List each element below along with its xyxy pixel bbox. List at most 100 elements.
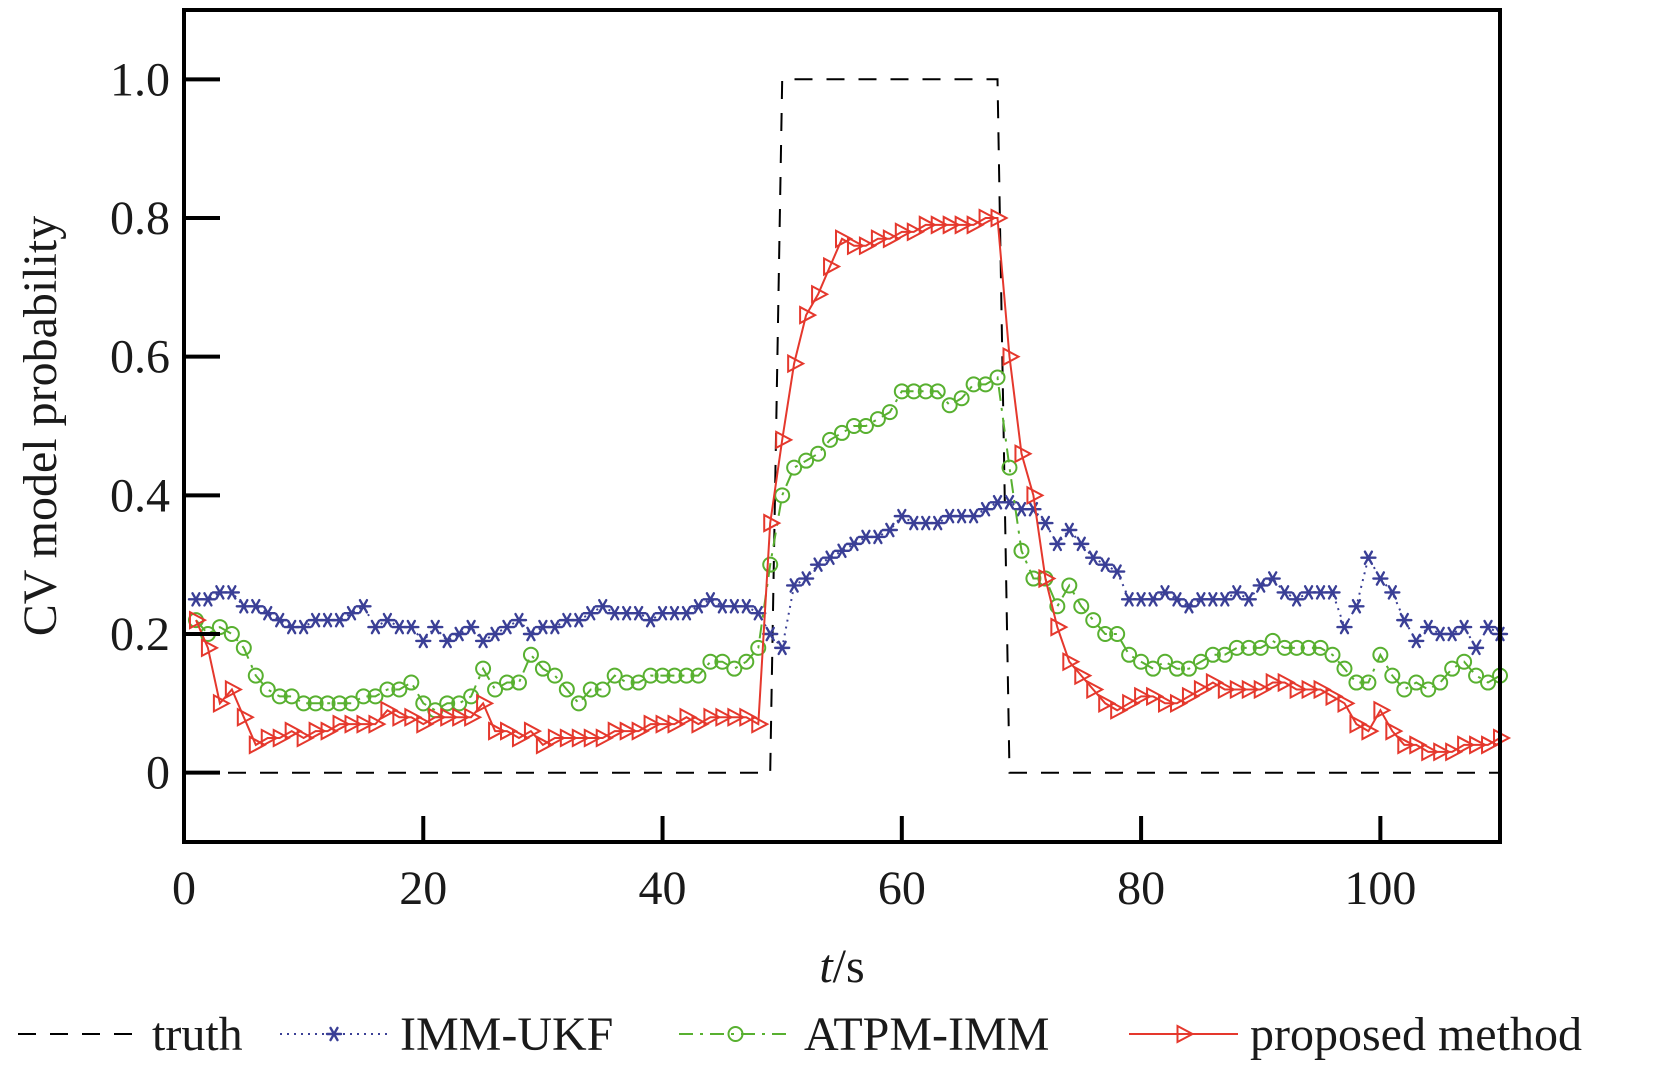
data-point-proposed-method [1026, 485, 1045, 506]
data-point-imm-ukf [199, 592, 217, 607]
y-tick-label: 0.4 [110, 469, 170, 522]
data-point-atpm-imm [1204, 646, 1221, 663]
data-point-proposed-method [1110, 700, 1129, 720]
data-point-atpm-imm [499, 674, 516, 691]
data-point-atpm-imm [1372, 646, 1389, 663]
series-imm-ukf [187, 494, 1509, 656]
data-point-proposed-method [1217, 679, 1236, 700]
data-point-imm-ukf [929, 515, 946, 531]
data-point-atpm-imm [439, 695, 456, 712]
data-point-atpm-imm [798, 452, 815, 469]
data-point-imm-ukf [486, 626, 504, 642]
x-tick-label: 20 [399, 862, 447, 915]
data-point-proposed-method [906, 222, 925, 242]
data-point-proposed-method [511, 728, 531, 748]
data-point-atpm-imm [953, 390, 970, 407]
data-point-atpm-imm [522, 646, 539, 663]
data-point-proposed-method [1169, 693, 1189, 713]
data-point-imm-ukf [546, 619, 564, 635]
data-point-atpm-imm [379, 681, 396, 698]
data-point-proposed-method [739, 707, 758, 727]
data-point-imm-ukf [1228, 585, 1246, 600]
data-point-imm-ukf [965, 508, 982, 524]
data-point-imm-ukf [474, 633, 492, 649]
data-point-proposed-method [488, 721, 507, 741]
data-point-atpm-imm [857, 418, 874, 434]
data-point-proposed-method [1229, 679, 1248, 700]
data-point-proposed-method [679, 707, 698, 727]
data-point-proposed-method [715, 707, 734, 727]
data-point-proposed-method [1325, 686, 1344, 707]
data-point-atpm-imm [1312, 639, 1329, 656]
data-point-proposed-method [1373, 700, 1392, 720]
data-point-imm-ukf [1420, 619, 1437, 635]
data-point-imm-ukf [1276, 585, 1293, 600]
data-point-imm-ukf [1324, 585, 1341, 600]
data-point-atpm-imm [1384, 667, 1401, 684]
data-point-imm-ukf [1061, 522, 1078, 538]
data-point-imm-ukf [630, 605, 647, 621]
data-point-proposed-method [571, 728, 590, 748]
data-point-proposed-method [212, 693, 232, 713]
data-point-atpm-imm [1216, 646, 1233, 663]
data-point-proposed-method [583, 728, 602, 748]
data-point-atpm-imm [1324, 646, 1341, 663]
data-point-imm-ukf [1479, 619, 1497, 635]
data-point-proposed-method [452, 707, 471, 727]
data-point-atpm-imm [738, 653, 755, 670]
data-point-atpm-imm [582, 681, 599, 698]
data-point-imm-ukf [833, 543, 851, 559]
data-point-proposed-method [392, 707, 411, 727]
data-point-atpm-imm [774, 487, 791, 504]
data-point-atpm-imm [822, 431, 839, 448]
data-point-proposed-method [547, 728, 566, 748]
data-point-imm-ukf [498, 619, 516, 635]
data-point-proposed-method [655, 714, 674, 734]
data-point-proposed-method [1098, 693, 1117, 713]
data-point-atpm-imm [475, 660, 492, 677]
series-truth [196, 78, 1500, 774]
data-point-imm-ukf [869, 529, 887, 545]
data-point-atpm-imm [941, 397, 958, 414]
data-point-atpm-imm [1025, 570, 1042, 587]
data-point-proposed-method [1469, 735, 1488, 755]
data-point-proposed-method [607, 721, 626, 741]
data-point-atpm-imm [1013, 542, 1030, 559]
data-point-atpm-imm [271, 688, 288, 705]
data-point-proposed-method [1385, 721, 1404, 741]
data-point-imm-ukf [1348, 598, 1365, 614]
data-point-proposed-method [1038, 568, 1057, 589]
data-point-proposed-method [1062, 652, 1081, 672]
data-point-imm-ukf [343, 605, 360, 621]
data-point-proposed-method [1181, 686, 1201, 707]
data-point-imm-ukf [1467, 640, 1485, 656]
x-axis-title-unit: /s [833, 940, 865, 993]
data-point-imm-ukf [1073, 536, 1090, 552]
data-point-proposed-method [356, 714, 375, 734]
data-point-atpm-imm [726, 660, 743, 677]
x-tick-label: 60 [878, 862, 926, 915]
data-point-imm-ukf [1443, 626, 1461, 642]
data-point-atpm-imm [1180, 660, 1197, 677]
data-point-proposed-method [751, 714, 770, 734]
data-point-imm-ukf [797, 571, 815, 586]
data-point-proposed-method [870, 229, 890, 249]
data-point-imm-ukf [223, 585, 241, 600]
data-point-atpm-imm [247, 667, 264, 684]
series-line-proposed-method [195, 217, 1501, 753]
data-point-proposed-method [535, 735, 555, 755]
data-point-proposed-method [1241, 679, 1260, 700]
data-point-proposed-method [320, 721, 339, 741]
data-point-proposed-method [440, 707, 459, 727]
data-point-proposed-method [978, 208, 997, 228]
data-point-imm-ukf [415, 633, 432, 649]
data-point-imm-ukf [439, 633, 456, 649]
data-point-atpm-imm [1300, 639, 1317, 656]
y-tick-label: 1.0 [110, 53, 170, 106]
data-point-imm-ukf [271, 612, 288, 628]
legend-item-proposed-method: proposed method [1129, 1008, 1582, 1061]
data-point-imm-ukf [1264, 571, 1281, 586]
data-point-atpm-imm [1480, 674, 1497, 691]
data-point-proposed-method [428, 707, 447, 727]
data-point-proposed-method [1349, 714, 1368, 734]
